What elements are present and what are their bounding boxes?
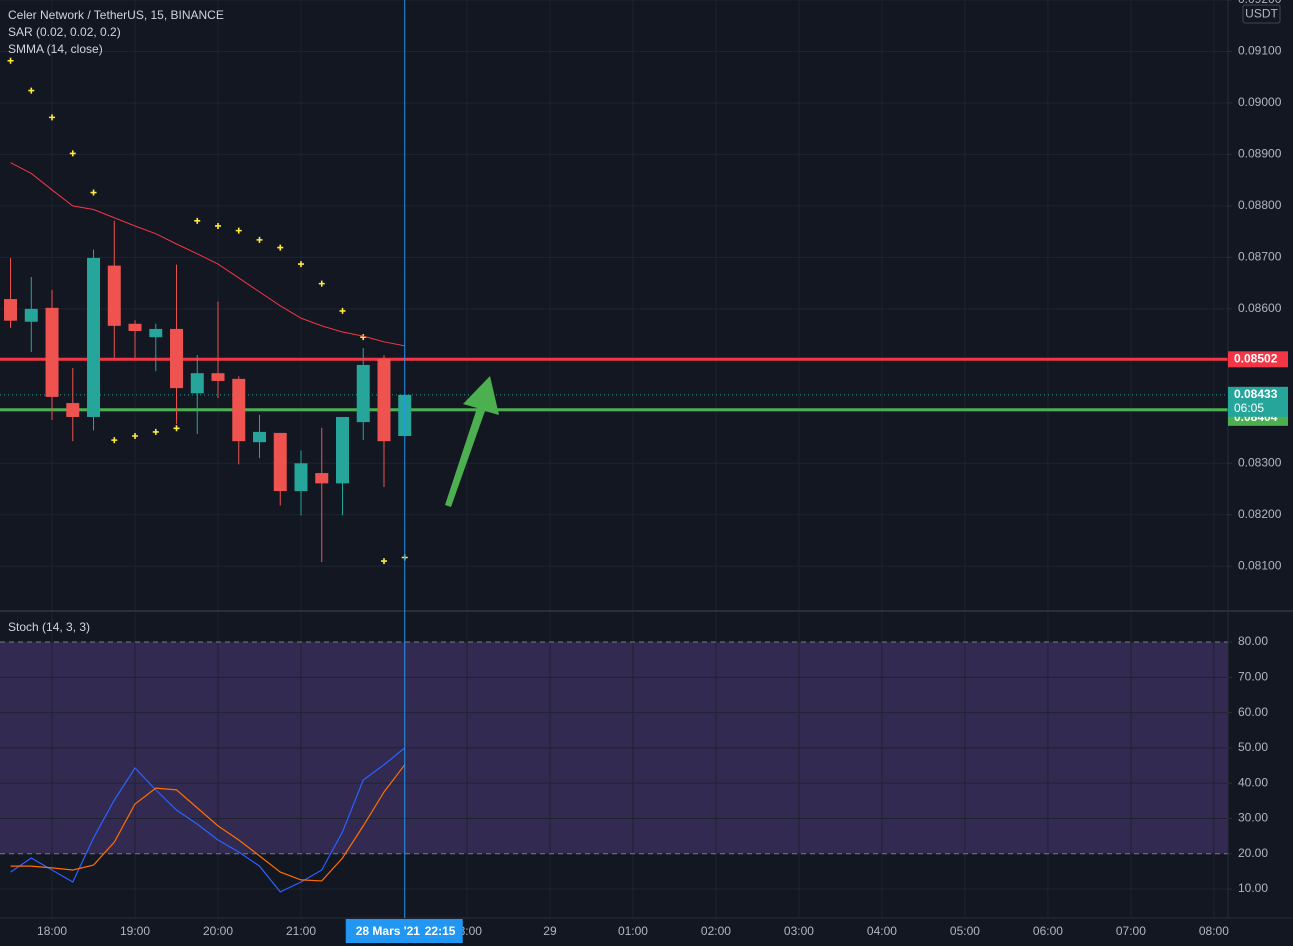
sar-point: [69, 150, 76, 157]
crosshair-date: 28 Mars '21: [356, 924, 421, 938]
y-tick-label: 0.08800: [1238, 198, 1282, 212]
price-label-box: [1228, 351, 1288, 368]
y-tick-label: 80.00: [1238, 634, 1268, 648]
sar-point: [152, 428, 159, 435]
sar-point: [215, 222, 222, 229]
sar-point: [28, 87, 35, 94]
x-tick-label: 06:00: [1033, 924, 1063, 938]
annotation-arrow: [445, 376, 499, 507]
candle-body: [377, 358, 391, 442]
y-tick-label: 0.08700: [1238, 250, 1282, 264]
price-pane: [0, 0, 1228, 610]
y-tick-label: 40.00: [1238, 775, 1268, 789]
stoch-line: [10, 764, 406, 882]
smma-line: [10, 162, 405, 347]
candle-body: [66, 403, 80, 417]
sar-point: [173, 425, 180, 432]
x-tick-label: 05:00: [950, 924, 980, 938]
stoch-pane: [0, 612, 1228, 918]
x-tick-label: 02:00: [701, 924, 731, 938]
candle-body: [190, 373, 204, 394]
sar-point: [235, 227, 242, 234]
candle-body: [356, 364, 370, 423]
sar-point: [7, 57, 14, 64]
sar-point: [49, 114, 56, 121]
crosshair-time-box: [345, 919, 463, 943]
y-tick-label: 0.08300: [1238, 455, 1282, 469]
candle-body: [253, 431, 267, 443]
candle-body: [24, 308, 38, 322]
y-tick-label: 10.00: [1238, 881, 1268, 895]
last-price-box: [1228, 386, 1288, 417]
x-tick-label: 04:00: [867, 924, 897, 938]
y-tick-label: 0.08100: [1238, 558, 1282, 572]
y-tick-label: 0.08200: [1238, 507, 1282, 521]
unit-label: USDT: [1245, 7, 1278, 21]
sar-point: [90, 189, 97, 196]
candle-body: [232, 378, 246, 442]
sar-point: [194, 217, 201, 224]
x-tick-label: 21:00: [286, 924, 316, 938]
y-tick-label: 50.00: [1238, 740, 1268, 754]
candle-body: [170, 328, 184, 389]
sar-point: [132, 433, 139, 440]
symbol-title: Celer Network / TetherUS, 15, BINANCE: [8, 8, 224, 22]
y-tick-label: 60.00: [1238, 705, 1268, 719]
x-tick-label: 07:00: [1116, 924, 1146, 938]
x-tick-label: 20:00: [203, 924, 233, 938]
stoch-line: [10, 747, 406, 893]
sar-point: [380, 558, 387, 565]
candle-body: [211, 373, 225, 381]
x-tick-label: 08:00: [1199, 924, 1229, 938]
crosshair-time: 22:15: [425, 924, 456, 938]
candle-body: [87, 257, 101, 417]
unit-box: [1242, 4, 1281, 24]
y-tick-label: 0.09200: [1238, 0, 1282, 6]
x-tick-label: 01:00: [618, 924, 648, 938]
countdown-label: 06:05: [1234, 401, 1264, 415]
candle-body: [335, 416, 349, 484]
x-tick-label: 03:00: [784, 924, 814, 938]
indicator-legend: Stoch (14, 3, 3): [8, 620, 90, 634]
candle-body: [128, 323, 142, 331]
candle-body: [4, 299, 18, 321]
candle-body: [294, 463, 308, 492]
indicator-legend: SAR (0.02, 0.02, 0.2): [8, 25, 121, 39]
candle-body: [45, 307, 59, 397]
sar-point: [339, 307, 346, 314]
y-tick-label: 20.00: [1238, 846, 1268, 860]
sar-point: [318, 280, 325, 287]
candle-body: [107, 265, 121, 326]
y-tick-label: 0.09100: [1238, 44, 1282, 58]
y-tick-label: 0.09000: [1238, 95, 1282, 109]
sar-point: [277, 244, 284, 251]
y-tick-label: 0.08900: [1238, 147, 1282, 161]
last-price-label: 0.08433: [1234, 387, 1278, 401]
x-tick-label: 19:00: [120, 924, 150, 938]
candle-body: [149, 328, 163, 338]
candle-body: [273, 432, 287, 492]
price-label: 0.08502: [1234, 351, 1278, 365]
sar-point: [111, 437, 118, 444]
y-tick-label: 70.00: [1238, 669, 1268, 683]
sar-point: [298, 261, 305, 268]
y-tick-label: 30.00: [1238, 811, 1268, 825]
indicator-legend: SMMA (14, close): [8, 42, 103, 56]
sar-point: [256, 236, 263, 243]
axes: 10.00 20.00 30.00 40.00 50.00 60.00 70.00 80.00…: [37, 0, 1288, 943]
x-tick-label: 18:00: [37, 924, 67, 938]
candle-body: [315, 473, 329, 484]
x-tick-label: 29: [543, 924, 557, 938]
y-tick-label: 0.08600: [1238, 301, 1282, 315]
